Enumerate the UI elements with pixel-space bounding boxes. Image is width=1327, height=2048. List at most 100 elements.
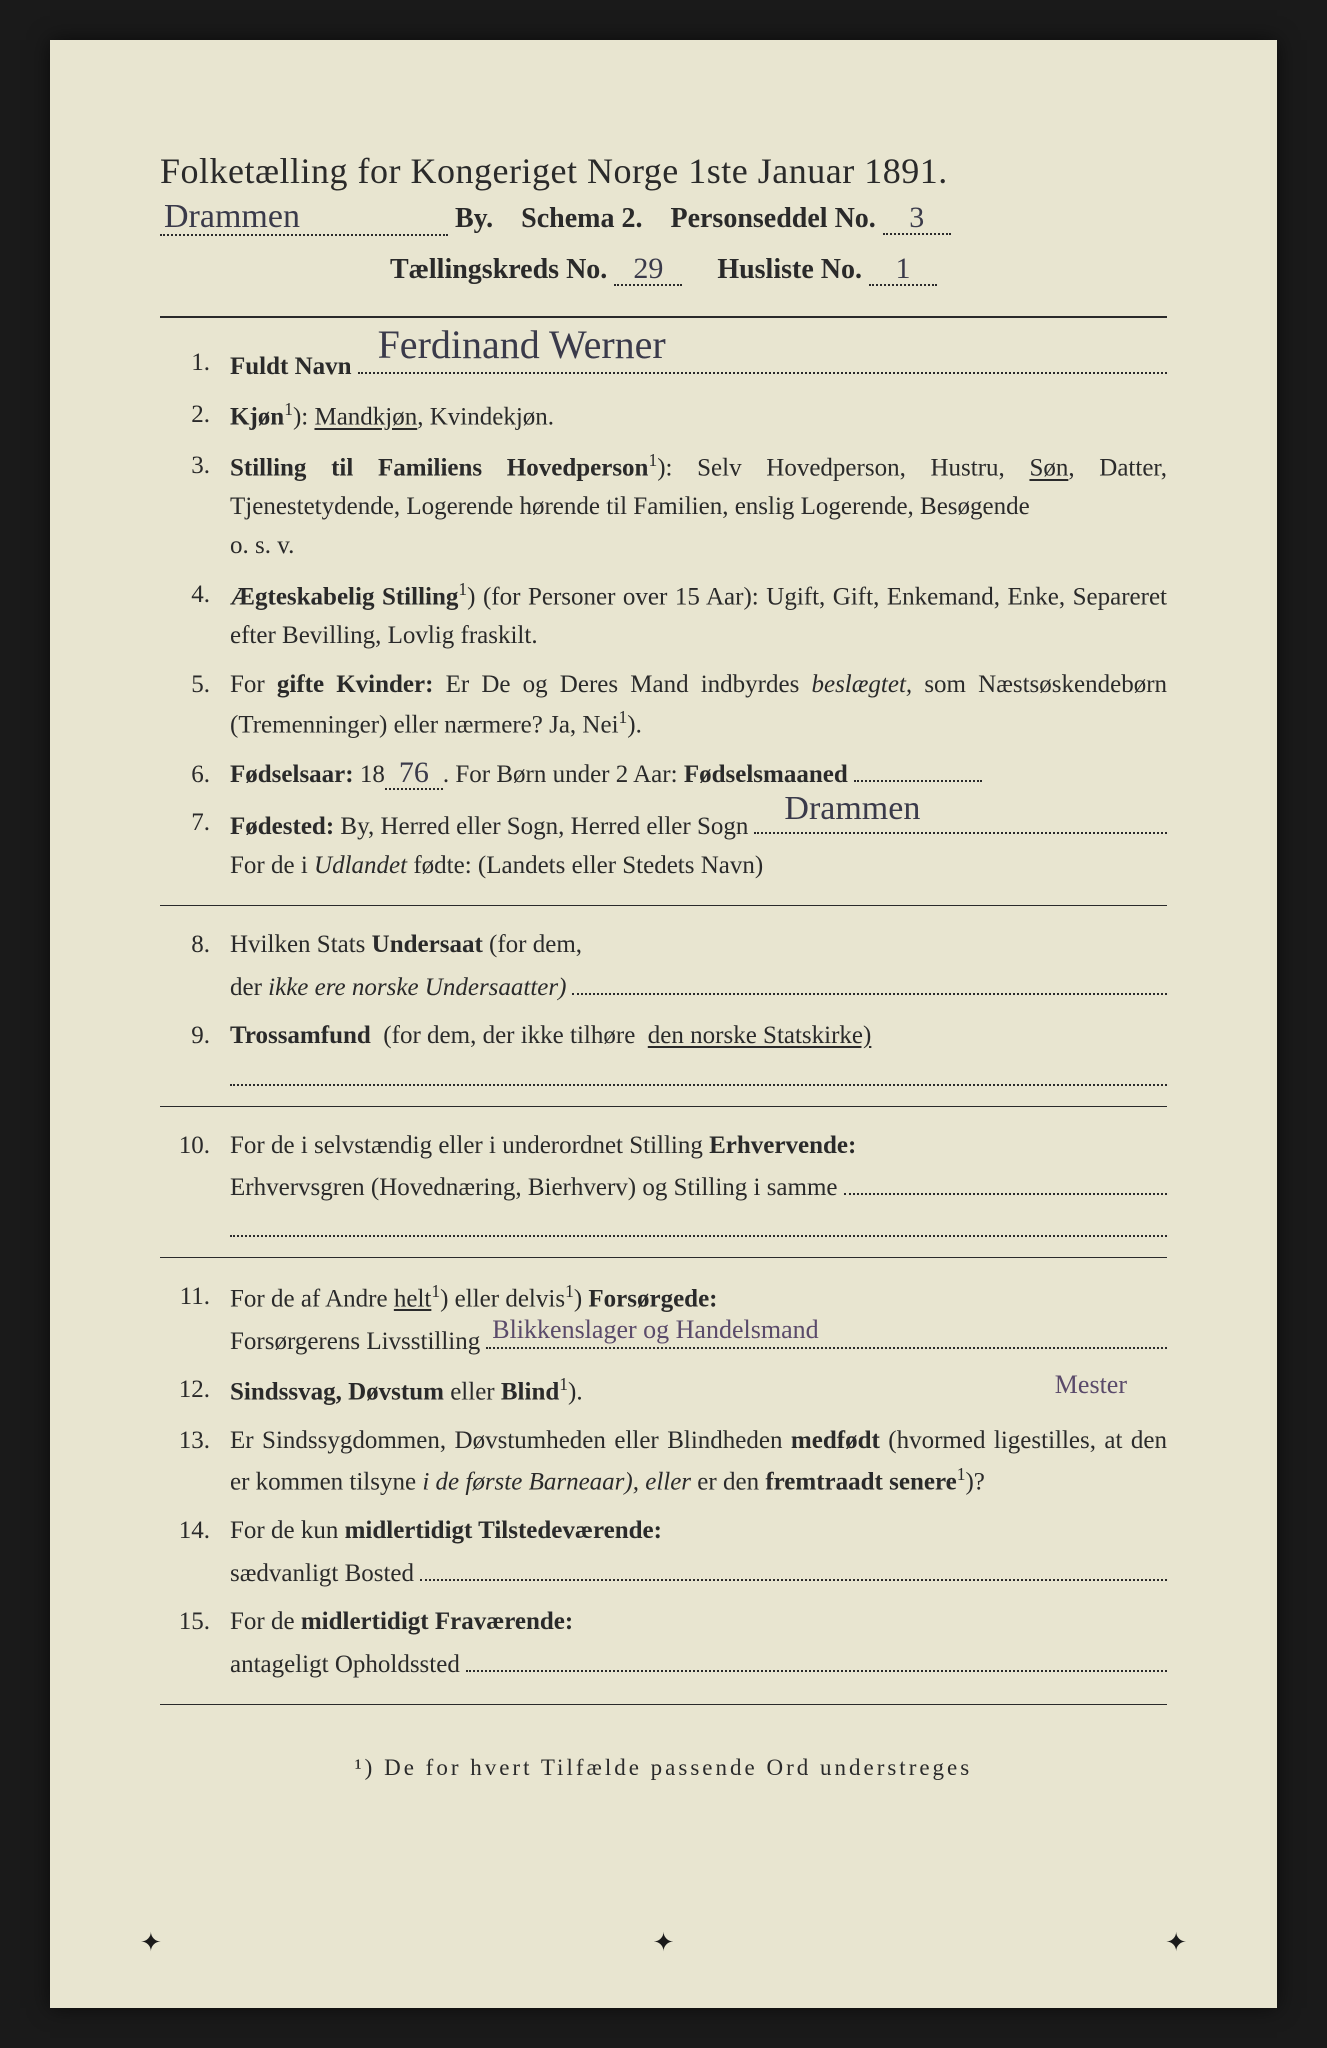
item-9: Trossamfund (for dem, der ikke tilhøre d… xyxy=(160,1017,1167,1085)
item-11-text-b: eller delvis xyxy=(455,1285,565,1312)
name-field: Ferdinand Werner xyxy=(358,344,1167,374)
divider-2 xyxy=(160,1106,1167,1107)
name-value: Ferdinand Werner xyxy=(378,314,666,376)
item-14-field xyxy=(420,1551,1167,1581)
item-8-text-a: Hvilken Stats xyxy=(230,931,365,958)
item-15: For de midlertidigt Fraværende: antageli… xyxy=(160,1603,1167,1684)
item-12-text: eller xyxy=(450,1379,494,1406)
item-14: For de kun midlertidigt Tilstedeværende:… xyxy=(160,1512,1167,1593)
city-field: Drammen xyxy=(160,200,448,236)
personseddel-no-field: 3 xyxy=(883,203,951,235)
item-14-text-b: sædvanligt Bosted xyxy=(230,1555,414,1594)
item-13-text-a: Er Sindssygdommen, Døvstumheden eller Bl… xyxy=(230,1427,782,1454)
item-15-field xyxy=(466,1642,1167,1672)
item-14-text-a: For de kun xyxy=(230,1517,338,1544)
pin-icon: ✦ xyxy=(653,1928,675,1958)
taellingskreds-label: Tællingskreds No. xyxy=(390,254,607,285)
item-8-field xyxy=(572,965,1167,995)
form-list: Fuldt Navn Ferdinand Werner Kjøn1): Mand… xyxy=(160,344,1167,885)
personseddel-no: 3 xyxy=(909,203,924,233)
item-5-italic: beslægtet, xyxy=(811,671,912,698)
item-1: Fuldt Navn Ferdinand Werner xyxy=(160,344,1167,386)
item-11-text-c: Forsørgerens Livsstilling xyxy=(230,1323,480,1362)
item-10-field2 xyxy=(230,1208,1167,1238)
husliste-no-field: 1 xyxy=(869,254,937,286)
item-13-bold2: fremtraadt senere xyxy=(765,1469,956,1496)
item-8-text-b: (for dem, xyxy=(489,931,582,958)
header-line-2: Tællingskreds No. 29 Husliste No. 1 xyxy=(160,254,1167,286)
form-list-2: Hvilken Stats Undersaat (for dem, der ik… xyxy=(160,926,1167,1085)
item-13-bold: medfødt xyxy=(791,1427,880,1454)
item-15-bold: midlertidigt Fraværende: xyxy=(301,1608,573,1635)
form-title: Folketælling for Kongeriget Norge 1ste J… xyxy=(160,150,1167,192)
item-9-underline: den norske Statskirke) xyxy=(648,1022,872,1049)
divider-3 xyxy=(160,1257,1167,1258)
item-11-text-a: For de af Andre xyxy=(230,1285,388,1312)
binding-pins: ✦ ✦ ✦ xyxy=(50,1928,1277,1958)
item-6-text: . For Børn under 2 Aar: xyxy=(443,761,678,788)
item-4-label: Ægteskabelig Stilling xyxy=(230,583,458,610)
item-11-field: Blikkenslager og Handelsmand xyxy=(486,1319,1167,1349)
item-10-field1 xyxy=(844,1165,1167,1195)
item-2-selected: Mandkjøn xyxy=(314,404,417,431)
item-12: Sindssvag, Døvstum eller Blind1). Mester xyxy=(160,1371,1167,1412)
item-8-text-c: der xyxy=(230,969,262,1008)
item-6: Fødselsaar: 1876. For Børn under 2 Aar: … xyxy=(160,756,1167,795)
item-9-label: Trossamfund xyxy=(230,1022,371,1049)
item-3-text-c: o. s. v. xyxy=(230,527,1167,566)
item-14-bold: midlertidigt Tilstedeværende: xyxy=(345,1517,662,1544)
form-list-3: For de i selvstændig eller i underordnet… xyxy=(160,1127,1167,1238)
schema-label: Schema 2. xyxy=(521,203,642,234)
husliste-label: Husliste No. xyxy=(717,254,862,285)
item-13-italic2: eller xyxy=(645,1469,691,1496)
item-5-text-a: Er De og Deres Mand indbyrdes xyxy=(446,671,800,698)
divider-bottom xyxy=(160,1704,1167,1705)
birthplace-field: Drammen xyxy=(754,804,1167,834)
item-15-text-a: For de xyxy=(230,1608,295,1635)
personseddel-label: Personseddel No. xyxy=(670,203,875,234)
taellingskreds-no-field: 29 xyxy=(614,254,682,286)
item-7: Fødested: By, Herred eller Sogn, Herred … xyxy=(160,804,1167,885)
item-13-text-c: er den xyxy=(697,1469,759,1496)
item-7-text: By, Herred eller Sogn xyxy=(340,808,558,847)
census-form-paper: Folketælling for Kongeriget Norge 1ste J… xyxy=(50,40,1277,2008)
pin-icon: ✦ xyxy=(1165,1928,1187,1958)
item-2-label: Kjøn xyxy=(230,404,284,431)
divider-1 xyxy=(160,905,1167,906)
item-11-value: Blikkenslager og Handelsmand xyxy=(492,1310,818,1350)
form-list-4: For de af Andre helt1) eller delvis1) Fo… xyxy=(160,1278,1167,1684)
year-field: 76 xyxy=(385,758,443,790)
item-12-label: Sindssvag, Døvstum xyxy=(230,1379,444,1406)
item-10-text-a: For de i selvstændig eller i underordnet… xyxy=(230,1132,703,1159)
footnote: ¹) De for hvert Tilfælde passende Ord un… xyxy=(160,1755,1167,1781)
item-4-paren: (for Personer over 15 Aar): xyxy=(483,583,759,610)
header-line-1: Drammen By. Schema 2. Personseddel No. 3 xyxy=(160,200,1167,236)
item-8: Hvilken Stats Undersaat (for dem, der ik… xyxy=(160,926,1167,1007)
item-3-label: Stilling til Familiens Hovedperson xyxy=(230,455,648,482)
item-13: Er Sindssygdommen, Døvstumheden eller Bl… xyxy=(160,1422,1167,1502)
by-label: By. xyxy=(455,203,493,234)
item-1-label: Fuldt Navn xyxy=(230,348,352,387)
item-11-value2: Mester xyxy=(1055,1365,1127,1405)
birthplace-value: Drammen xyxy=(784,783,920,836)
item-11-u1: helt xyxy=(394,1285,432,1312)
item-9-field xyxy=(230,1056,1167,1086)
item-6-label: Fødselsaar: xyxy=(230,761,354,788)
taellingskreds-no: 29 xyxy=(633,254,663,284)
item-15-text-b: antageligt Opholdssted xyxy=(230,1646,460,1685)
item-5-label-a: For xyxy=(230,671,265,698)
item-7-label: Fødested: xyxy=(230,808,334,847)
item-5-label-b: gifte Kvinder: xyxy=(277,671,434,698)
item-10-text-b: Erhvervsgren (Hovednæring, Bierhverv) og… xyxy=(230,1169,838,1208)
item-12-bold2: Blind xyxy=(501,1379,559,1406)
item-11-bold: Forsørgede: xyxy=(588,1285,717,1312)
item-9-text-a: (for dem, der ikke tilhøre xyxy=(383,1022,635,1049)
husliste-no: 1 xyxy=(896,254,911,284)
item-10-bold: Erhvervende: xyxy=(709,1132,856,1159)
item-11: For de af Andre helt1) eller delvis1) Fo… xyxy=(160,1278,1167,1361)
item-13-italic: i de første Barneaar), xyxy=(422,1469,639,1496)
city-handwritten: Drammen xyxy=(164,200,300,234)
item-4: Ægteskabelig Stilling1) (for Personer ov… xyxy=(160,576,1167,656)
item-6-prefix: 18 xyxy=(360,761,385,788)
year-value: 76 xyxy=(399,758,429,788)
